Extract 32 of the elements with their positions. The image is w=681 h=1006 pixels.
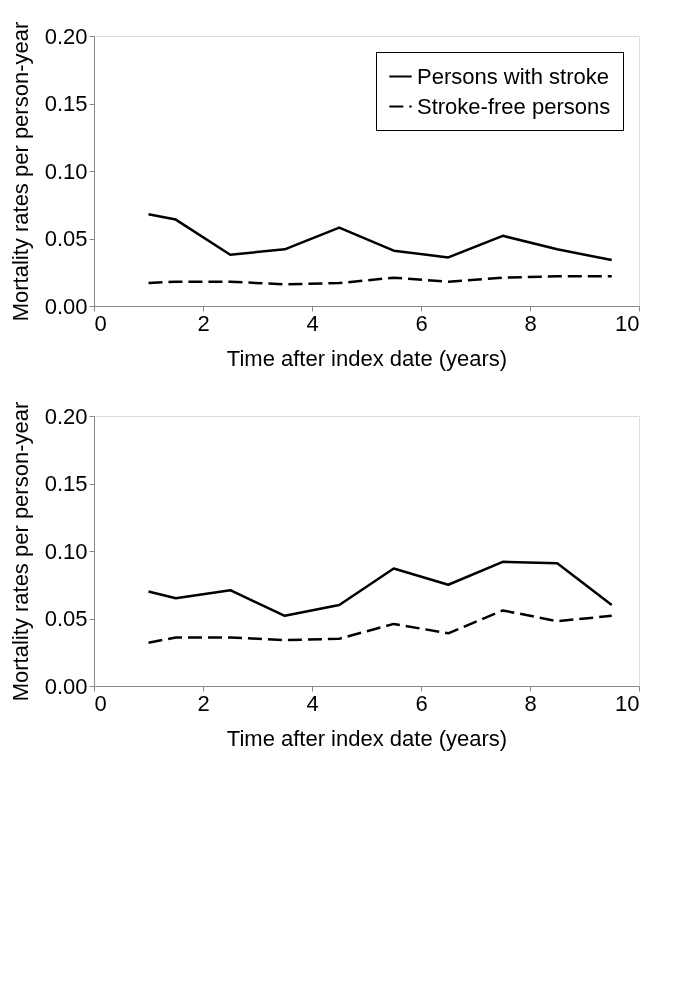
x-tick-label: 8 <box>524 690 537 716</box>
x-axis-title: Time after index date (years) <box>226 345 508 371</box>
legend-label: Persons with stroke <box>417 63 609 89</box>
x-tick-label: 2 <box>197 690 210 716</box>
y-tick-label: 0.10 <box>44 158 88 184</box>
x-tick-label: 6 <box>415 310 428 336</box>
x-axis-title: Time after index date (years) <box>226 725 508 751</box>
y-tick-label: 0.00 <box>44 673 88 699</box>
y-tick-label: 0.05 <box>44 606 88 631</box>
x-tick-label: 10 <box>615 310 640 336</box>
y-axis-title: Mortality rates per person-year <box>7 401 33 702</box>
x-tick-label: 4 <box>306 690 319 716</box>
x-tick-label: 4 <box>306 310 319 336</box>
line-series <box>147 275 613 286</box>
y-tick-label: 0.10 <box>44 538 88 564</box>
line-series <box>147 560 613 618</box>
y-tick-label: 0.15 <box>44 91 88 116</box>
line-series <box>147 212 613 262</box>
x-tick-label: 0 <box>94 310 107 336</box>
line-series <box>147 609 613 645</box>
y-tick-label: 0.05 <box>44 226 88 251</box>
x-tick-label: 8 <box>524 310 537 336</box>
y-tick-label: 0.15 <box>44 471 88 496</box>
y-tick-label: 0.20 <box>44 403 88 429</box>
x-tick-label: 10 <box>615 690 640 716</box>
y-axis-title: Mortality rates per person-year <box>7 21 33 322</box>
legend-label: Stroke-free persons <box>417 93 611 119</box>
x-tick-label: 0 <box>94 690 107 716</box>
x-tick-label: 6 <box>415 690 428 716</box>
y-tick-label: 0.00 <box>44 293 88 319</box>
y-tick-label: 0.20 <box>44 23 88 49</box>
x-tick-label: 2 <box>197 310 210 336</box>
